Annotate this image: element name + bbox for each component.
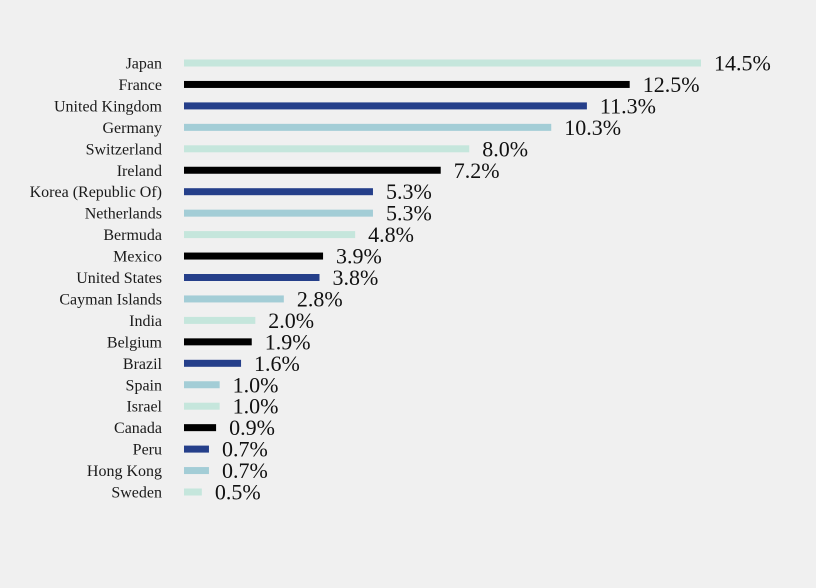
- value-label: 3.9%: [336, 244, 382, 269]
- value-label: 3.8%: [332, 265, 378, 290]
- category-label: Canada: [114, 420, 162, 437]
- category-label: Ireland: [117, 163, 162, 180]
- bar: [184, 359, 242, 367]
- category-label: United States: [76, 270, 162, 287]
- category-label: Cayman Islands: [59, 291, 162, 308]
- bar: [184, 188, 373, 196]
- value-label: 1.0%: [233, 394, 279, 419]
- category-label: India: [129, 313, 162, 330]
- bar: [184, 316, 256, 324]
- category-label: Israel: [126, 399, 162, 416]
- bar: [184, 209, 373, 217]
- category-label: Belgium: [107, 334, 163, 351]
- category-label: Japan: [126, 56, 162, 73]
- value-label: 0.5%: [215, 480, 261, 505]
- value-label: 0.7%: [222, 458, 268, 483]
- value-label: 7.2%: [454, 158, 500, 183]
- bar: [184, 102, 587, 110]
- category-label: Spain: [126, 377, 162, 394]
- value-label: 0.9%: [229, 415, 275, 440]
- bar: [184, 381, 220, 389]
- value-label: 14.5%: [714, 51, 771, 76]
- bar: [184, 145, 470, 153]
- category-label: Netherlands: [85, 206, 162, 223]
- category-label: Hong Kong: [87, 463, 162, 480]
- value-label: 1.6%: [254, 351, 300, 376]
- value-label: 4.8%: [368, 222, 414, 247]
- bar: [184, 338, 252, 346]
- bar: [184, 488, 202, 496]
- value-label: 2.0%: [268, 308, 314, 333]
- category-label: Bermuda: [103, 227, 162, 244]
- bar: [184, 123, 552, 131]
- value-label: 1.9%: [265, 329, 311, 354]
- category-label: Brazil: [123, 356, 163, 373]
- value-label: 0.7%: [222, 437, 268, 462]
- bar: [184, 252, 324, 260]
- category-label: France: [118, 77, 162, 94]
- bar: [184, 467, 209, 475]
- value-label: 12.5%: [643, 72, 700, 97]
- value-label: 5.3%: [386, 179, 432, 204]
- bar: [184, 295, 284, 303]
- category-labels: Japan France United Kingdom Germany Switzerl…: [30, 56, 163, 502]
- bar: [184, 80, 630, 88]
- category-label: Switzerland: [86, 141, 162, 158]
- bar: [184, 166, 441, 174]
- value-label: 8.0%: [482, 136, 528, 161]
- category-label: Korea (Republic Of): [30, 184, 162, 201]
- category-label: Peru: [133, 442, 162, 459]
- value-label: 5.3%: [386, 201, 432, 226]
- bar: [184, 59, 701, 67]
- bars-layer: [184, 59, 701, 496]
- bar: [184, 274, 320, 281]
- category-label: United Kingdom: [54, 98, 163, 115]
- value-label: 2.8%: [297, 286, 343, 311]
- category-label: Germany: [102, 120, 162, 137]
- value-label: 10.3%: [564, 115, 621, 140]
- value-labels: 14.5%12.5%11.3%10.3%8.0%7.2%5.3%5.3%4.8%…: [215, 51, 771, 505]
- category-label: Sweden: [111, 485, 162, 502]
- bar: [184, 402, 220, 410]
- bar: [184, 424, 217, 432]
- category-label: Mexico: [113, 249, 162, 266]
- value-label: 11.3%: [600, 93, 656, 118]
- value-label: 1.0%: [233, 372, 279, 397]
- bar: [184, 445, 209, 453]
- bar: [184, 231, 356, 239]
